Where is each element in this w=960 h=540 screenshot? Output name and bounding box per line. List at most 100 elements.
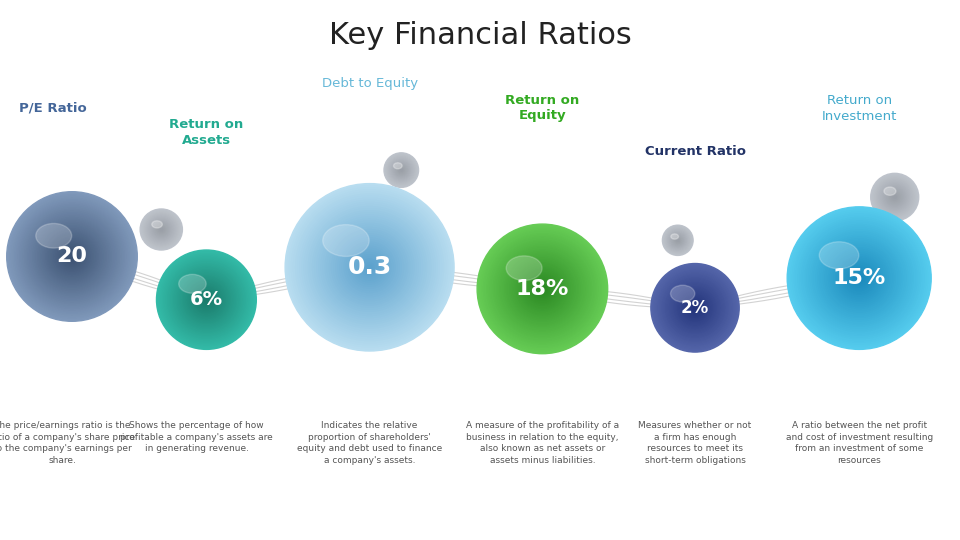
Ellipse shape [173, 266, 240, 333]
Ellipse shape [693, 306, 697, 310]
Text: Indicates the relative
proportion of shareholders'
equity and debt used to finan: Indicates the relative proportion of sha… [297, 421, 443, 464]
Ellipse shape [668, 281, 722, 334]
Ellipse shape [791, 211, 927, 346]
Ellipse shape [507, 253, 578, 325]
Ellipse shape [671, 234, 679, 239]
Ellipse shape [827, 246, 892, 310]
Ellipse shape [886, 189, 903, 205]
Ellipse shape [492, 239, 593, 339]
Ellipse shape [160, 228, 162, 231]
Ellipse shape [666, 279, 724, 336]
Ellipse shape [519, 266, 565, 312]
Ellipse shape [16, 201, 128, 312]
Ellipse shape [391, 160, 412, 180]
Ellipse shape [880, 183, 909, 211]
Ellipse shape [533, 279, 552, 299]
Ellipse shape [327, 226, 412, 309]
Ellipse shape [536, 282, 549, 295]
Ellipse shape [30, 214, 114, 299]
Ellipse shape [484, 231, 601, 347]
Ellipse shape [477, 224, 608, 354]
Ellipse shape [876, 178, 914, 216]
Ellipse shape [359, 257, 380, 278]
Ellipse shape [652, 265, 738, 351]
Ellipse shape [834, 253, 884, 303]
Ellipse shape [662, 275, 728, 341]
Ellipse shape [692, 305, 698, 311]
Ellipse shape [23, 208, 121, 305]
Ellipse shape [39, 224, 105, 289]
Ellipse shape [830, 249, 888, 307]
Ellipse shape [540, 286, 545, 292]
Ellipse shape [156, 250, 256, 349]
Ellipse shape [285, 184, 454, 351]
Ellipse shape [515, 261, 570, 316]
Ellipse shape [179, 272, 234, 327]
Ellipse shape [400, 169, 402, 171]
Ellipse shape [28, 213, 116, 300]
Ellipse shape [496, 244, 588, 334]
Ellipse shape [818, 237, 900, 319]
Ellipse shape [186, 280, 227, 320]
Ellipse shape [526, 273, 559, 305]
Ellipse shape [822, 241, 897, 315]
Ellipse shape [820, 239, 899, 318]
Ellipse shape [393, 161, 410, 179]
Ellipse shape [668, 231, 687, 249]
Ellipse shape [331, 230, 408, 305]
Ellipse shape [35, 219, 109, 294]
Ellipse shape [142, 211, 180, 248]
Ellipse shape [147, 215, 176, 244]
Ellipse shape [667, 280, 723, 335]
Ellipse shape [159, 227, 163, 232]
Ellipse shape [397, 166, 405, 174]
Ellipse shape [676, 289, 714, 327]
Ellipse shape [534, 281, 550, 297]
Ellipse shape [816, 235, 902, 321]
Ellipse shape [500, 247, 585, 331]
Ellipse shape [889, 191, 900, 203]
Ellipse shape [664, 227, 691, 253]
Ellipse shape [832, 252, 886, 305]
Ellipse shape [876, 179, 913, 215]
Ellipse shape [44, 229, 100, 284]
Ellipse shape [523, 269, 562, 308]
Ellipse shape [46, 231, 98, 282]
Ellipse shape [361, 259, 378, 275]
Ellipse shape [662, 225, 693, 255]
Ellipse shape [672, 285, 718, 331]
Ellipse shape [36, 224, 72, 248]
Ellipse shape [807, 226, 911, 330]
Ellipse shape [14, 200, 129, 313]
Ellipse shape [10, 195, 134, 318]
Ellipse shape [199, 292, 214, 307]
Ellipse shape [31, 216, 113, 297]
Ellipse shape [298, 196, 442, 339]
Ellipse shape [33, 218, 111, 295]
Ellipse shape [505, 252, 580, 326]
Ellipse shape [198, 291, 215, 308]
Ellipse shape [683, 295, 708, 320]
Ellipse shape [855, 274, 863, 282]
Ellipse shape [194, 287, 219, 312]
Ellipse shape [151, 219, 172, 240]
Ellipse shape [388, 157, 415, 183]
Ellipse shape [7, 192, 137, 321]
Ellipse shape [891, 193, 899, 201]
Ellipse shape [894, 196, 896, 198]
Ellipse shape [154, 222, 169, 237]
Ellipse shape [669, 232, 686, 248]
Ellipse shape [325, 224, 414, 311]
Ellipse shape [802, 221, 917, 335]
Ellipse shape [58, 242, 86, 271]
Ellipse shape [665, 278, 725, 338]
Ellipse shape [681, 293, 709, 322]
Ellipse shape [21, 206, 123, 307]
Ellipse shape [491, 237, 594, 341]
Ellipse shape [340, 238, 399, 296]
Ellipse shape [306, 205, 433, 330]
Text: A ratio between the net profit
and cost of investment resulting
from an investme: A ratio between the net profit and cost … [785, 421, 933, 464]
Ellipse shape [162, 256, 251, 343]
Ellipse shape [152, 220, 171, 239]
Ellipse shape [398, 167, 404, 173]
